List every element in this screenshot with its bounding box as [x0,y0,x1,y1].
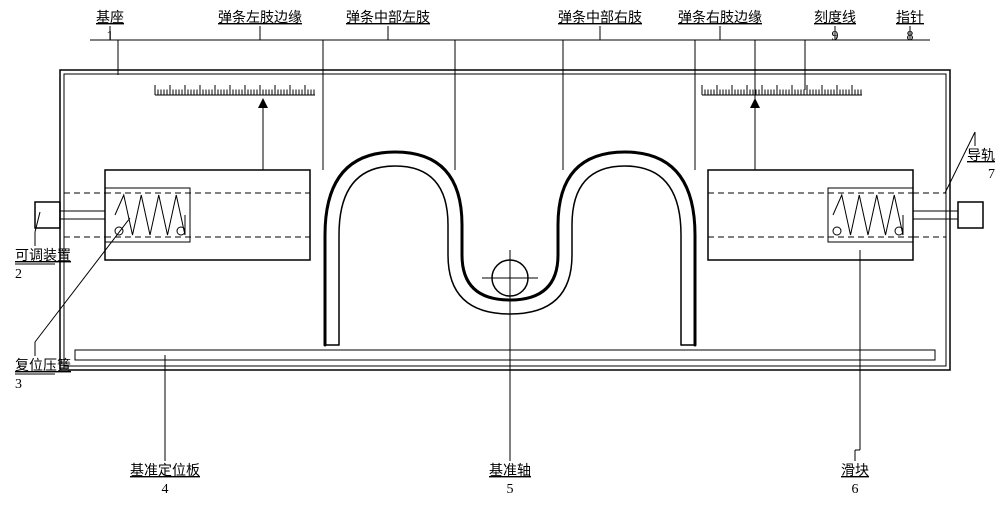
right-return-spring [833,195,903,235]
callout-label: 弹条中部左肢 [346,9,430,26]
callout-label: 可调装置 [15,248,71,264]
callouts: 基座1弹条左肢边缘弹条中部左肢弹条中部右肢弹条右肢边缘刻度线9指针8可调装置2复… [15,9,995,497]
callout-label: 基座 [96,9,124,26]
callout-number: 5 [507,482,514,497]
right-scale [702,85,862,95]
base-plate [60,70,950,370]
left-return-spring [115,195,185,235]
callout-label: 滑块 [841,462,869,479]
callout-number: 7 [988,167,995,182]
callout-label: 复位压簧 [15,357,71,374]
callout-label: 弹条左肢边缘 [218,9,302,26]
datum-plate [75,350,935,360]
callout-number: 2 [15,267,22,282]
left-adjustable-device [35,202,105,228]
right-adjustable-device [913,202,983,228]
left-slider-block [64,170,310,260]
callout-label: 弹条右肢边缘 [678,9,762,26]
callout-label: 基准轴 [489,462,531,479]
callout-label: 弹条中部右肢 [558,9,642,26]
callout-number: 6 [852,482,859,497]
right-slider-block [708,170,946,260]
callout-label: 刻度线 [814,10,856,26]
engineering-diagram: 基座1弹条左肢边缘弹条中部左肢弹条中部右肢弹条右肢边缘刻度线9指针8可调装置2复… [0,0,1000,506]
callout-label: 指针 [896,10,924,26]
left-pointer [258,98,268,170]
callout-label: 基准定位板 [130,462,200,479]
callout-number: 4 [162,482,169,497]
left-scale [155,85,315,95]
callout-number: 3 [15,377,22,392]
callout-label: 导轨 [967,148,995,164]
